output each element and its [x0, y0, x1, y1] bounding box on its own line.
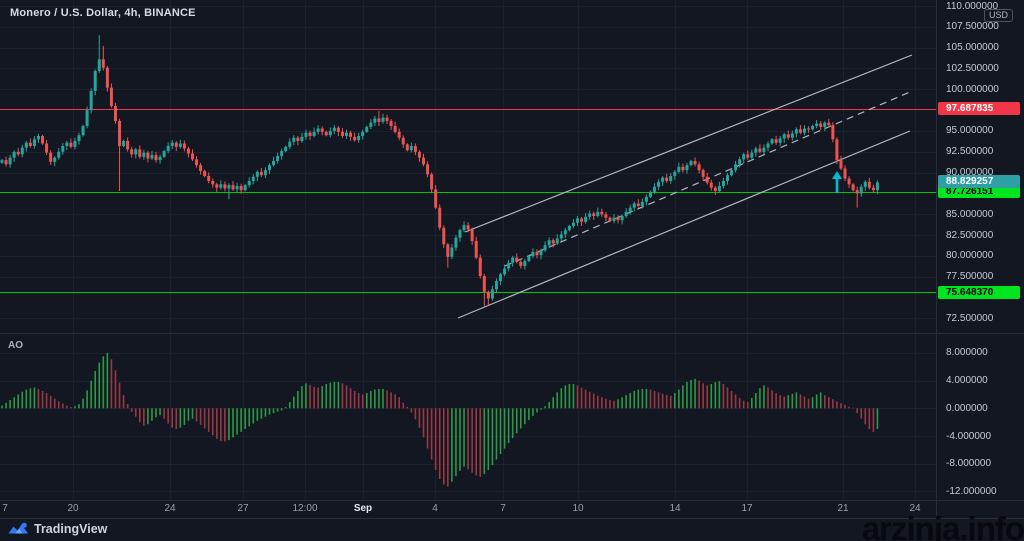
ao-tick-label: -12.000000 [946, 485, 997, 497]
price-tick-label: 82.500000 [946, 229, 994, 241]
ao-indicator-label[interactable]: AO [8, 340, 23, 351]
price-tick-label: 110.000000 [946, 0, 999, 12]
price-tick-label: 107.500000 [946, 21, 999, 33]
price-tick-label: 92.500000 [946, 146, 994, 158]
price-tick-label: 102.500000 [946, 62, 999, 74]
time-tick-label: 27 [237, 503, 249, 514]
tradingview-logo-text: TradingView [34, 521, 108, 536]
price-tick-label: 80.000000 [946, 250, 994, 262]
time-tick-label: 24 [909, 503, 921, 514]
time-tick-label: 20 [67, 503, 79, 514]
candlestick-series [0, 35, 879, 307]
time-tick-label: 4 [432, 503, 438, 514]
ao-tick-label: 4.000000 [946, 375, 988, 387]
time-tick-label: 14 [669, 503, 681, 514]
time-tick-label: 21 [837, 503, 849, 514]
symbol-title[interactable]: Monero / U.S. Dollar, 4h, BINANCE [10, 7, 196, 19]
pane-separators [0, 0, 1024, 519]
time-tick-label: 12:00 [292, 503, 318, 514]
price-axis[interactable]: USD 110.000000 107.500000 105.000000 102.50… [936, 0, 1024, 500]
price-tick-label: 95.000000 [946, 125, 994, 137]
ao-tick-label: -8.000000 [946, 458, 992, 470]
price-tick-label: 100.000000 [946, 83, 999, 95]
ao-tick-label: 8.000000 [946, 347, 988, 359]
gridlines [0, 0, 936, 500]
price-tick-label: 72.500000 [946, 312, 994, 324]
ao-tick-label: 0.000000 [946, 402, 988, 414]
last-price-badge: 88.829257 [938, 174, 1020, 188]
time-tick-label: 7 [500, 503, 506, 514]
price-tick-label: 85.000000 [946, 208, 994, 220]
price-level-lines[interactable] [0, 109, 936, 293]
price-tick-label: 105.000000 [946, 42, 999, 54]
time-tick-label: Sep [353, 503, 373, 514]
tradingview-logo-icon [8, 522, 28, 534]
watermark: arzinja.info [861, 510, 1024, 541]
price-tick-label: 77.500000 [946, 271, 994, 283]
time-tick-label: 10 [572, 503, 584, 514]
ao-tick-label: -4.000000 [946, 430, 992, 442]
tradingview-logo[interactable]: TradingView [8, 521, 107, 536]
price-level-badge: 75.648370 [938, 285, 1020, 299]
price-level-badge: 87.726151 [938, 185, 1020, 199]
time-axis[interactable]: 7 20 24 27 12:00 Sep 4 7 10 14 17 21 24 [0, 500, 1024, 518]
currency-unit-chip[interactable]: USD [984, 9, 1014, 22]
buy-arrow-marker[interactable] [832, 171, 842, 193]
ao-histogram [1, 352, 879, 487]
price-tick-label: 90.000000 [946, 167, 994, 179]
price-level-badge: 97.687835 [938, 102, 1020, 116]
time-tick-label: 24 [164, 503, 176, 514]
time-tick-label: 7 [2, 503, 8, 514]
time-tick-label: 17 [741, 503, 753, 514]
